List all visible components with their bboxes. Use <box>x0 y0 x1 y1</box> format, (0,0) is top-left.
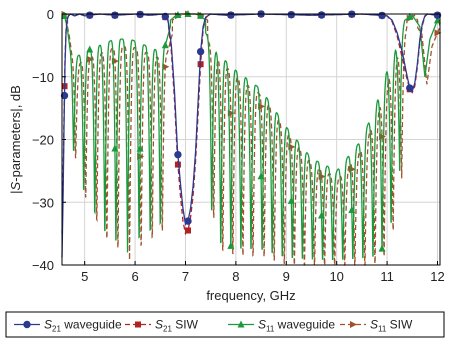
x-axis-label: frequency, GHz <box>206 288 295 303</box>
data-point-marker <box>378 11 386 20</box>
data-point-marker <box>406 84 414 92</box>
data-point-marker <box>227 11 235 19</box>
legend-marker <box>23 320 31 329</box>
data-point-marker <box>197 11 205 19</box>
x-tick-label: 12 <box>430 269 444 284</box>
data-point-marker <box>60 91 69 100</box>
y-axis-label-part-3: -parameters|, dB <box>8 85 23 182</box>
x-tick-label: 8 <box>232 269 239 284</box>
data-point-marker <box>406 12 414 20</box>
data-point-marker <box>111 144 119 152</box>
legend-marker <box>237 320 245 328</box>
series-21-waveguide <box>60 10 442 258</box>
legend-label: S21 SIW <box>155 318 199 334</box>
x-tick-label: 9 <box>283 269 290 284</box>
legend-label: S21 waveguide <box>44 318 122 334</box>
y-axis-label: |S-parameters|, dB <box>8 85 23 194</box>
data-point-marker <box>287 196 295 204</box>
data-point-marker <box>196 47 205 56</box>
data-point-marker <box>61 12 69 20</box>
y-tick-label: 0 <box>47 7 54 22</box>
y-tick-label: −20 <box>32 133 54 148</box>
data-point-marker <box>227 241 235 249</box>
legend-label: S11 SIW <box>370 318 413 334</box>
x-tick-label: 5 <box>81 269 88 284</box>
data-point-marker <box>86 11 94 19</box>
data-point-marker <box>185 227 191 234</box>
y-axis-label-part-2: S <box>8 181 23 190</box>
data-point-marker <box>136 144 144 152</box>
data-point-marker <box>174 161 181 168</box>
legend-label: S11 waveguide <box>258 318 335 334</box>
data-point-marker <box>257 172 265 180</box>
data-point-marker <box>184 217 192 225</box>
data-point-marker <box>287 11 296 19</box>
series-line <box>62 13 441 266</box>
data-point-marker <box>348 205 356 213</box>
data-point-marker <box>174 150 182 159</box>
data-point-marker <box>161 41 169 49</box>
axes: 5 6 7 8 9 10 11 12 0 −10 −20 −30 −40 <box>32 7 445 284</box>
data-point-marker <box>378 244 386 252</box>
data-point-marker <box>318 211 326 219</box>
y-axis-label-part-1: | <box>8 190 23 193</box>
x-tick-label: 10 <box>329 269 343 284</box>
legend-marker <box>135 321 141 328</box>
legend-marker <box>350 321 357 328</box>
x-tick-label: 11 <box>380 269 394 284</box>
series-11-waveguide <box>61 10 441 261</box>
data-point-marker <box>434 29 442 37</box>
legend: S21 waveguide S21 SIW S11 waveguide S11 SIW <box>5 311 445 338</box>
y-tick-label: −40 <box>32 258 54 273</box>
data-point-marker <box>86 45 94 53</box>
plot-area <box>60 10 442 266</box>
data-point-marker <box>162 63 170 71</box>
legend-box <box>5 311 445 338</box>
x-tick-label: 6 <box>131 269 138 284</box>
data-point-marker <box>433 16 441 24</box>
y-tick-label: −10 <box>32 70 54 85</box>
data-point-marker <box>161 12 170 21</box>
data-point-marker <box>111 11 119 19</box>
y-tick-label: −30 <box>32 195 54 210</box>
x-tick-label: 7 <box>182 269 189 284</box>
data-point-marker <box>86 55 94 63</box>
series-line <box>61 13 440 261</box>
data-point-marker <box>317 11 326 19</box>
